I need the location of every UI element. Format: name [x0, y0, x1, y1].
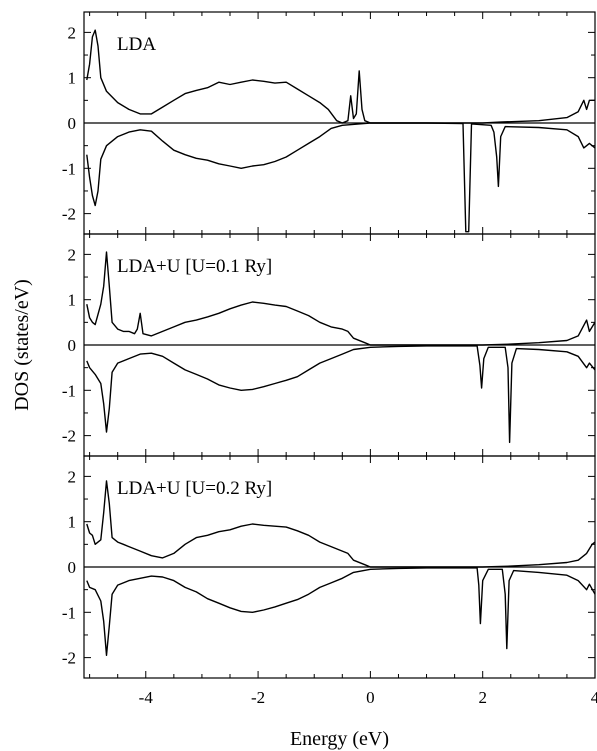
- dos-line-spin-down: [86, 567, 596, 656]
- panel-1: 2 1 0 -1 -2 LDA: [62, 11, 596, 235]
- dos-line-spin-down: [86, 122, 596, 233]
- y-tick-label: -2: [62, 649, 76, 668]
- dos-line-spin-up: [86, 251, 596, 346]
- y-axis-title: DOS (states/eV): [11, 279, 33, 411]
- x-tick-label: 2: [478, 688, 487, 707]
- y-tick-label: 0: [68, 558, 77, 577]
- panel-3: 2 1 0 -1 -2 LDA+U [U=0.2 Ry]: [62, 455, 596, 679]
- y-tick-label: 2: [68, 23, 77, 42]
- panel-label: LDA: [117, 34, 156, 55]
- y-tick-label: 1: [68, 291, 77, 310]
- x-tick-labels: -4 -2 0 2 4: [139, 688, 597, 707]
- y-tick-label: 0: [68, 114, 77, 133]
- dos-line-spin-up: [86, 29, 595, 124]
- x-axis-title: Energy (eV): [290, 728, 389, 750]
- y-tick-label: 1: [68, 69, 77, 88]
- y-tick-label: -1: [62, 381, 76, 400]
- dos-line-spin-up: [86, 480, 596, 568]
- panel-label: LDA+U [U=0.2 Ry]: [117, 478, 272, 499]
- x-tick-label: -4: [139, 688, 154, 707]
- y-tick-label: -1: [62, 603, 76, 622]
- panel-2: 2 1 0 -1 -2 LDA+U [U=0.1 Ry]: [62, 233, 596, 457]
- y-tick-label: 1: [68, 513, 77, 532]
- dos-panels: 2 1 0 -1 -2 LDA 2 1 0 -1 -2 LDA+U [U=0.1 Ry] 2 1 0 -1 -2…: [62, 11, 596, 679]
- y-tick-label: 0: [68, 336, 77, 355]
- x-tick-label: 4: [591, 688, 597, 707]
- x-tick-label: 0: [366, 688, 375, 707]
- y-tick-label: 2: [68, 467, 77, 486]
- dos-line-spin-down: [86, 345, 596, 444]
- x-tick-label: -2: [251, 688, 265, 707]
- y-tick-label: 2: [68, 245, 77, 264]
- y-tick-label: -2: [62, 205, 76, 224]
- panel-label: LDA+U [U=0.1 Ry]: [117, 256, 272, 277]
- y-tick-label: -2: [62, 427, 76, 446]
- y-tick-label: -1: [62, 159, 76, 178]
